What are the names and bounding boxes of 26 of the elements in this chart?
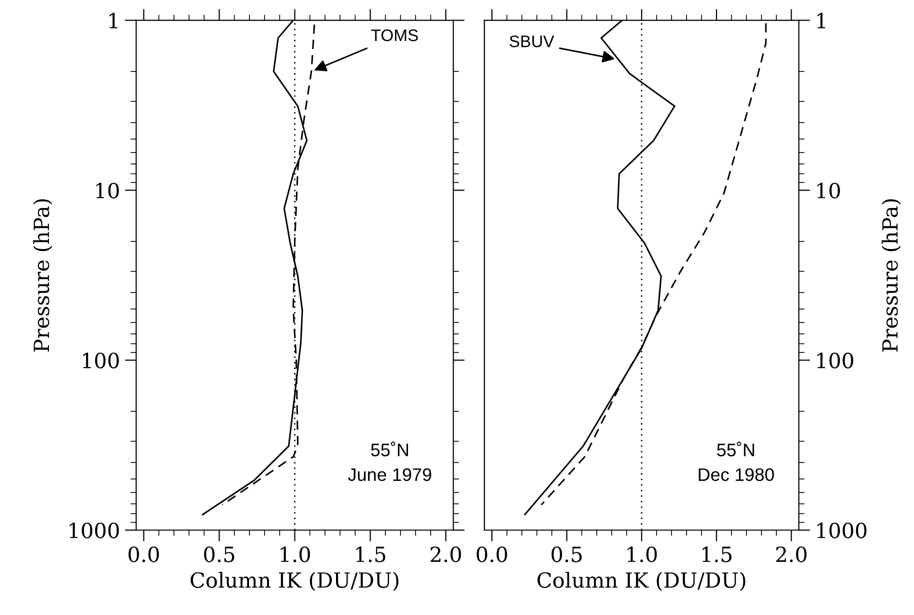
x-axis-title: Column IK (DU/DU) [190, 572, 398, 591]
x-tick-label: 0.0 [476, 546, 508, 562]
y-tick-label: 1 [110, 12, 118, 28]
x-tick-label: 0.5 [552, 546, 582, 562]
y-tick-label: 1000 [70, 522, 119, 538]
annotation: 55˚N June 1979 [348, 442, 432, 482]
annotation: TOMS [371, 29, 418, 42]
y-tick-label: 1000 [817, 522, 866, 538]
x-tick-label: 2.0 [776, 546, 807, 562]
x-tick-label: 0.0 [128, 546, 159, 562]
annotation: SBUV [510, 35, 554, 48]
x-tick-label: 1.5 [702, 546, 732, 562]
x-tick-label: 1.5 [356, 546, 386, 562]
x-tick-label: 1.0 [280, 546, 310, 562]
x-axis-title: Column IK (DU/DU) [538, 572, 746, 591]
y-axis-title: Pressure (hPa) [33, 199, 52, 352]
y-tick-label: 10 [817, 182, 840, 198]
annotation: 55˚N Dec 1980 [698, 442, 774, 482]
y-axis-title: Pressure (hPa) [882, 199, 901, 352]
y-tick-label: 100 [82, 352, 119, 368]
x-tick-label: 2.0 [430, 546, 461, 562]
x-tick-label: 0.5 [204, 546, 234, 562]
y-tick-label: 100 [817, 352, 854, 368]
y-tick-label: 10 [96, 182, 119, 198]
x-tick-label: 1.0 [628, 546, 657, 562]
y-tick-label: 1 [817, 12, 826, 28]
